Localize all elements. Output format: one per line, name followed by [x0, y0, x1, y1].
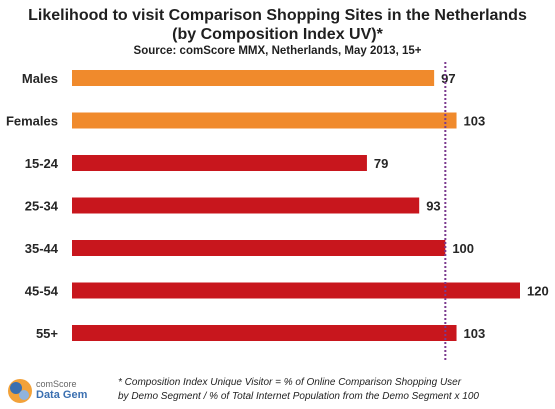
logo-brand: comScore — [36, 379, 77, 389]
value-label: 103 — [464, 114, 486, 129]
chart-title-line2: (by Composition Index UV)* — [172, 26, 383, 43]
logo-product: Data Gem — [36, 389, 88, 401]
bar — [72, 70, 435, 86]
value-label: 93 — [426, 199, 440, 214]
category-label: 25-34 — [25, 199, 59, 214]
category-label: 35-44 — [25, 241, 59, 256]
footnote-line1: * Composition Index Unique Visitor = % o… — [118, 377, 462, 388]
bar — [72, 155, 367, 171]
value-label: 120 — [527, 284, 549, 299]
value-label: 103 — [464, 326, 486, 341]
category-label: 45-54 — [25, 284, 59, 299]
category-label: Females — [6, 114, 58, 129]
bar — [72, 197, 420, 214]
value-label: 97 — [441, 71, 455, 86]
bar — [72, 240, 446, 256]
chart-source: Source: comScore MMX, Netherlands, May 2… — [133, 45, 422, 57]
comscore-logo: comScore Data Gem — [6, 375, 116, 405]
footnote: * Composition Index Unique Visitor = % o… — [118, 376, 548, 404]
value-label: 79 — [374, 156, 388, 171]
data-gem-icon — [8, 379, 32, 403]
chart-header: Likelihood to visit Comparison Shopping … — [0, 6, 555, 59]
bar — [72, 325, 457, 341]
chart-title-line1: Likelihood to visit Comparison Shopping … — [28, 7, 527, 24]
value-label: 100 — [452, 241, 474, 256]
bar-chart: Males 97 Females 103 15-24 79 25-34 93 35-44 100 4… — [6, 62, 549, 362]
category-label: 55+ — [36, 326, 58, 341]
footnote-line2: by Demo Segment / % of Total Internet Po… — [118, 391, 479, 402]
category-label: 15-24 — [25, 156, 59, 171]
bar — [72, 282, 520, 299]
category-label: Males — [22, 71, 58, 86]
bar — [72, 112, 457, 129]
